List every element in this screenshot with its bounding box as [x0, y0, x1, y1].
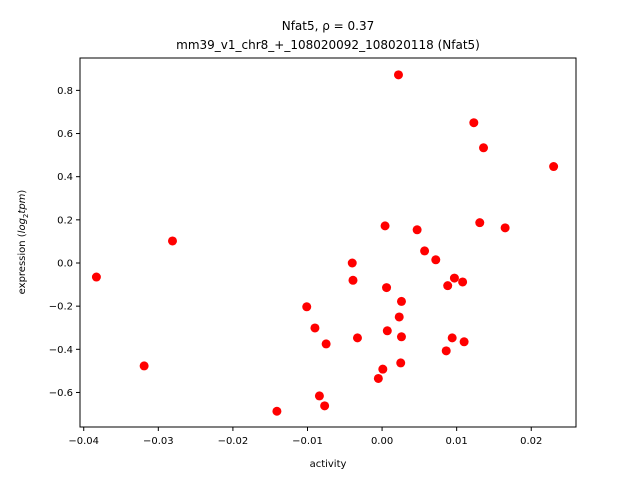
y-tick-label-7: 0.8 [57, 86, 73, 97]
data-point-33 [479, 143, 489, 153]
plot-area: −0.04 −0.03 −0.02 −0.01 0.00 0.01 0.02 −0.6−0.… [49, 57, 577, 447]
data-point-20 [396, 296, 406, 306]
data-point-9 [347, 258, 357, 268]
data-point-19 [396, 358, 406, 368]
y-tick-label-6: 0.6 [57, 129, 73, 140]
data-point-1 [139, 361, 149, 371]
y-axis-title-main: expression ( [17, 233, 28, 294]
chart-title-line2: mm39_v1_chr8_+_108020092_108020118 (Nfat… [176, 38, 480, 52]
data-point-21 [396, 332, 406, 342]
data-point-13 [378, 364, 388, 374]
data-point-15 [382, 283, 392, 293]
data-point-17 [393, 70, 403, 80]
y-axis-title: expression (log2tpm) [17, 190, 30, 295]
data-point-25 [441, 346, 451, 356]
data-point-4 [302, 302, 312, 312]
x-tick-label-6: 0.02 [520, 436, 542, 447]
y-tick-label-4: 0.2 [57, 215, 73, 226]
x-tick-label-3: −0.01 [292, 436, 323, 447]
data-point-22 [412, 225, 422, 235]
points-layer [91, 70, 559, 416]
y-tick-label-0: −0.6 [49, 388, 73, 399]
y-tick-label-1: −0.4 [49, 345, 73, 356]
y-tick-label-3: 0.0 [57, 259, 73, 270]
data-point-12 [373, 373, 383, 383]
y-axis-title-log: log [17, 218, 28, 233]
data-point-14 [380, 221, 390, 231]
y-axis-title-tpm: tpm [17, 193, 28, 213]
data-point-2 [167, 236, 177, 246]
data-point-6 [314, 391, 324, 401]
data-point-32 [475, 218, 485, 228]
x-axis-title: activity [310, 459, 347, 470]
data-point-8 [321, 339, 331, 349]
data-point-5 [310, 323, 320, 333]
data-point-29 [458, 277, 468, 287]
x-tick-label-4: 0.00 [371, 436, 393, 447]
data-point-23 [420, 246, 430, 256]
y-axis-title-close: ) [17, 190, 28, 194]
data-point-31 [469, 118, 479, 128]
data-point-24 [431, 255, 441, 265]
data-point-28 [449, 273, 459, 283]
plot-frame [79, 57, 577, 428]
data-point-26 [443, 281, 453, 291]
data-point-34 [500, 223, 510, 233]
data-point-27 [447, 333, 457, 343]
data-point-11 [352, 333, 362, 343]
data-point-30 [459, 337, 469, 347]
data-point-35 [549, 162, 559, 172]
x-axis-ticks: −0.04 −0.03 −0.02 −0.01 0.00 0.01 0.02 [68, 427, 542, 447]
y-tick-label-5: 0.4 [57, 172, 73, 183]
y-axis-ticks: −0.6 −0.4 −0.2 0.0 0.2 0.4 0.6 0.8 [49, 86, 80, 399]
y-axis-title-sub: 2 [22, 214, 30, 218]
chart-title-line1: Nfat5, ρ = 0.37 [282, 19, 375, 33]
x-tick-label-5: 0.01 [446, 436, 468, 447]
data-point-3 [272, 406, 282, 416]
data-point-16 [382, 326, 392, 336]
data-point-18 [394, 312, 404, 322]
x-tick-label-1: −0.03 [143, 436, 174, 447]
data-point-0 [91, 272, 101, 282]
data-point-10 [348, 275, 358, 285]
data-point-7 [320, 401, 330, 411]
y-tick-label-2: −0.2 [49, 302, 73, 313]
x-tick-label-0: −0.04 [68, 436, 99, 447]
x-tick-label-2: −0.02 [218, 436, 249, 447]
